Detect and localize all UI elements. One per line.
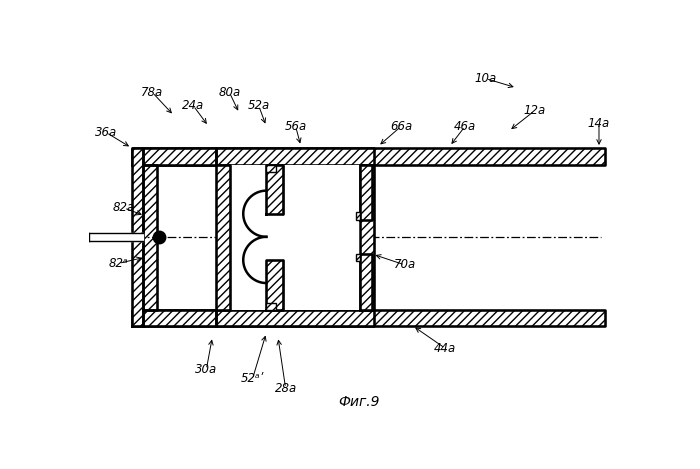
Text: 66a: 66a — [390, 120, 412, 133]
Text: 70a: 70a — [394, 258, 416, 272]
Polygon shape — [284, 165, 360, 310]
Text: 80a: 80a — [218, 86, 241, 99]
Polygon shape — [216, 310, 374, 326]
Polygon shape — [132, 148, 144, 326]
Text: 52ᵃʹ: 52ᵃʹ — [241, 372, 264, 386]
Polygon shape — [132, 310, 605, 326]
Text: 36a: 36a — [95, 126, 118, 139]
Polygon shape — [144, 310, 216, 326]
Polygon shape — [132, 148, 605, 165]
Polygon shape — [216, 148, 374, 165]
Text: 82ᵃ: 82ᵃ — [108, 257, 128, 270]
Polygon shape — [266, 165, 276, 172]
Text: 30a: 30a — [195, 363, 218, 376]
Text: 56a: 56a — [284, 120, 307, 133]
Text: 28a: 28a — [274, 382, 297, 394]
Polygon shape — [360, 254, 372, 310]
Text: 44a: 44a — [434, 341, 456, 355]
Text: 10a: 10a — [475, 72, 497, 85]
Text: Фиг.9: Фиг.9 — [338, 395, 379, 409]
Polygon shape — [144, 165, 157, 310]
Polygon shape — [144, 148, 216, 165]
Polygon shape — [266, 165, 284, 214]
Polygon shape — [360, 165, 372, 220]
Polygon shape — [356, 212, 360, 220]
Text: 58a: 58a — [305, 176, 328, 189]
Text: 58ᵃʹ: 58ᵃʹ — [305, 281, 328, 295]
Text: 52a: 52a — [248, 99, 270, 112]
Polygon shape — [360, 165, 374, 310]
Polygon shape — [266, 303, 276, 310]
Text: 12a: 12a — [523, 105, 545, 117]
Text: 78a: 78a — [141, 86, 164, 99]
Text: 24a: 24a — [182, 99, 204, 112]
Text: 14a: 14a — [588, 117, 610, 130]
Text: 82a: 82a — [113, 202, 135, 214]
Polygon shape — [216, 165, 230, 310]
Text: 46a: 46a — [454, 120, 476, 133]
Polygon shape — [266, 260, 284, 310]
Polygon shape — [230, 165, 360, 310]
Polygon shape — [356, 254, 360, 262]
